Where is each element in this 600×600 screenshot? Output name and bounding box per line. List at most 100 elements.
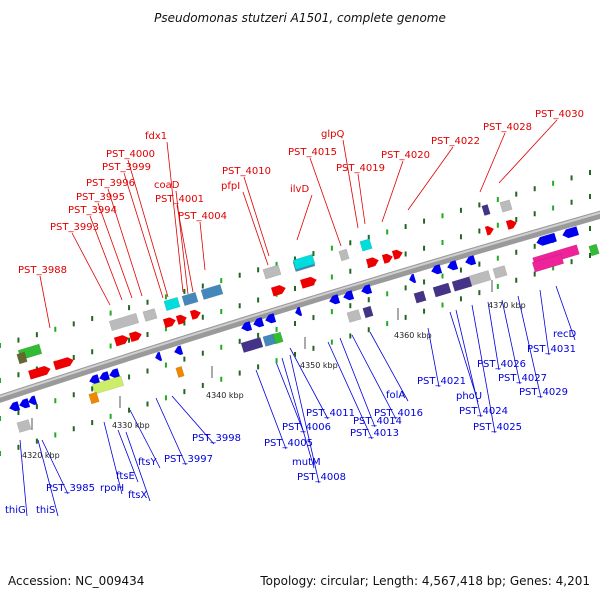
reverse-gene-arrow [447,260,459,271]
track-dash [533,243,536,249]
track-dash [589,170,591,175]
track-dash [201,283,204,289]
cog-cog-block [468,270,492,286]
reverse-leader-1 [37,439,59,517]
track-dash [183,320,186,326]
reverse-gene-label: ftsX [128,490,147,501]
reverse-gene-label: PST_4024 [459,406,508,417]
reverse-leader-9 [255,369,287,450]
reverse-gene-arrow [329,294,341,305]
track-dash [146,368,149,374]
track-dash [0,451,1,456]
forward-leader-15 [342,139,359,229]
reverse-gene-label: thiG [5,505,26,516]
reverse-leader-15 [339,337,376,428]
scale-tick-label: 4350 kbp [300,361,338,370]
track-dash [128,374,131,380]
reverse-gene-arrow [409,273,417,284]
backbone-arc [0,210,600,403]
track-dash [423,308,426,314]
track-dash [386,321,389,327]
scale-tick-label: 4360 kbp [394,331,432,340]
track-dash [533,186,536,192]
track-dash [570,175,573,181]
track-dash [17,337,20,343]
reverse-gene-arrow [295,306,303,317]
track-dash [17,410,20,416]
track-dash [423,218,426,224]
reverse-leader-20 [455,309,482,418]
reverse-gene-arrow [253,317,265,328]
cog-cog-block [588,243,600,257]
forward-gene-arrow [128,331,142,343]
forward-gene-label: ilvD [290,184,309,195]
track-dash [201,382,204,388]
forward-leader-7 [166,141,184,293]
track-dash [183,389,186,395]
cog-cog-block [359,238,373,252]
track-dash [220,309,223,314]
scale-tick-label: 4320 kbp [22,451,60,460]
accession-text: Accession: NC_009434 [8,574,145,588]
reverse-gene-label: PST_4031 [527,344,576,355]
track-dash [238,338,241,344]
track-dash [128,407,131,413]
track-dash [441,240,444,245]
track-dash [17,444,20,450]
cog-cog-block [200,284,224,300]
track-dash [478,290,481,296]
track-dash [201,350,204,356]
reverse-gene-label: PST_4021 [417,376,466,387]
track-dash [423,279,426,285]
forward-gene-arrow [505,219,517,230]
track-dash [294,352,296,357]
forward-leader-14 [309,157,342,247]
forward-gene-label: PST_4015 [288,147,337,158]
track-dash [459,267,462,273]
reverse-gene-arrow [431,264,443,275]
forward-gene-label: PST_4020 [381,150,430,161]
track-dash [257,332,260,338]
track-dash [72,426,75,432]
track-dash [496,255,499,261]
forward-gene-label: PST_3995 [76,192,125,203]
track-dash [109,413,112,419]
track-dash [91,349,94,355]
track-dash [330,339,333,345]
forward-leader-1 [71,232,111,306]
reverse-leader-16 [351,334,397,420]
forward-leader-5 [123,172,164,299]
reverse-gene-label: PST_4025 [473,422,522,433]
track-dash [201,314,204,320]
track-dash [552,205,555,211]
forward-gene-arrow [365,257,379,269]
track-dash [164,362,167,368]
reverse-gene-arrow [241,321,253,332]
track-dash [423,245,426,251]
reverse-leader-17 [369,331,409,402]
reverse-leader-7 [155,397,187,466]
track-dash [257,297,260,303]
reverse-gene-arrow [19,398,31,409]
track-dash [220,344,223,350]
reverse-leader-2 [41,439,69,495]
forward-leader-13 [296,194,313,241]
reverse-gene-label: folA [386,390,405,401]
cog-cog-block [338,248,350,262]
track-dash [183,356,186,362]
track-dash [312,315,315,321]
forward-gene-label: PST_4001 [155,194,204,205]
reverse-leader-11 [281,357,315,469]
track-dash [0,343,1,348]
track-dash [478,228,481,234]
reverse-gene-label: PST_4029 [519,387,568,398]
track-dash [164,395,167,401]
cog-cog-block [91,375,125,395]
forward-gene-arrow [175,314,187,325]
reverse-gene-label: recD [553,329,577,340]
track-dash [349,268,352,274]
reverse-gene-label: PST_4006 [282,422,331,433]
forward-gene-arrow [484,225,494,236]
cog-cog-block [16,419,32,433]
track-dash [496,222,499,228]
